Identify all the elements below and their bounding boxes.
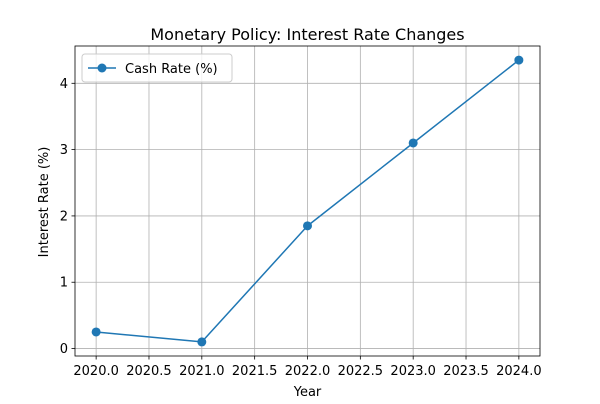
legend-label: Cash Rate (%) <box>125 62 218 77</box>
legend-box <box>81 53 233 83</box>
x-tick-label: 2020.5 <box>126 364 172 379</box>
y-tick-label: 4 <box>60 77 68 92</box>
y-axis-label: Interest Rate (%) <box>37 147 52 258</box>
x-tick-label: 2022.5 <box>338 364 384 379</box>
data-point <box>514 55 524 65</box>
x-tick-label: 2021.0 <box>179 364 225 379</box>
data-point <box>408 138 418 148</box>
y-tick-label: 1 <box>60 276 68 291</box>
x-tick-label: 2021.5 <box>232 364 278 379</box>
x-tick-label: 2020.0 <box>73 364 119 379</box>
grid-lines <box>75 46 540 356</box>
legend: Cash Rate (%) <box>81 53 233 83</box>
x-tick-label: 2023.0 <box>390 364 436 379</box>
data-point <box>91 327 101 337</box>
y-tick-label: 2 <box>60 209 68 224</box>
x-tick-label: 2022.0 <box>285 364 331 379</box>
y-tick-label: 0 <box>60 342 68 357</box>
data-point <box>197 337 207 347</box>
data-point <box>303 221 312 231</box>
y-tick-label: 3 <box>60 143 68 158</box>
legend-marker-swatch <box>97 63 107 73</box>
x-tick-label: 2024.0 <box>496 364 542 379</box>
axis-ticks: 2020.0 2020.5 2021.0 2021.5 2022.0 2022.5 2023… <box>60 77 542 379</box>
x-tick-label: 2023.5 <box>443 364 489 379</box>
data-series <box>91 55 524 347</box>
chart-title: Monetary Policy: Interest Rate Changes <box>150 25 464 44</box>
x-axis-label: Year <box>293 385 322 400</box>
